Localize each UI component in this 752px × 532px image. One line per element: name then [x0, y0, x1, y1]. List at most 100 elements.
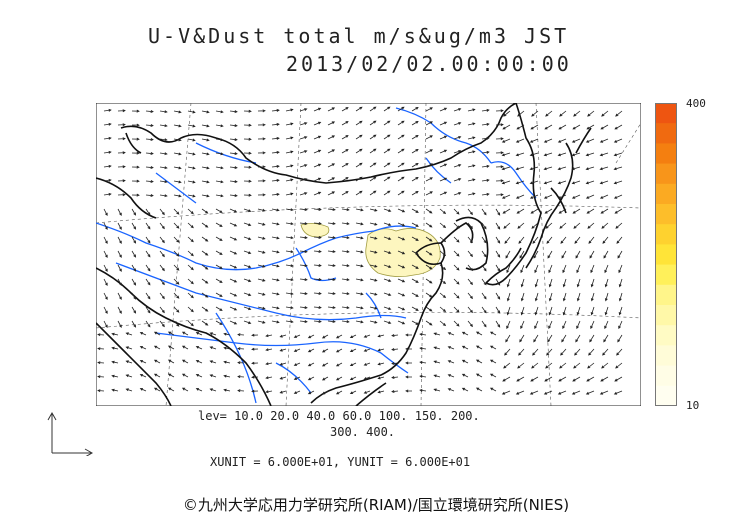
wind-arrow: [257, 236, 266, 240]
wind-arrow: [313, 177, 322, 182]
wind-arrow: [271, 164, 280, 168]
wind-arrow: [229, 152, 238, 156]
wind-arrow: [571, 180, 581, 185]
wind-arrow: [187, 278, 194, 285]
wind-arrow: [397, 106, 405, 112]
wind-arrow: [327, 177, 336, 182]
wind-arrow: [223, 360, 231, 364]
wind-arrow: [425, 177, 433, 182]
color-scale-step: [655, 123, 677, 144]
wind-arrow: [313, 235, 322, 239]
wind-arrow: [600, 124, 609, 130]
wind-arrow: [516, 208, 525, 214]
wind-arrow: [481, 320, 487, 328]
wind-arrow: [576, 278, 581, 288]
wind-arrow: [383, 176, 391, 182]
wind-arrow: [243, 151, 252, 155]
wind-arrow: [201, 166, 210, 170]
wind-arrow: [397, 162, 405, 168]
wind-arrow: [585, 180, 595, 185]
wind-arrow: [447, 332, 455, 336]
wind-arrow: [131, 151, 140, 155]
wind-arrow: [265, 376, 273, 380]
wind-arrow: [481, 264, 487, 272]
wind-arrow: [139, 360, 147, 364]
wind-arrow: [433, 374, 441, 378]
wind-arrow: [405, 333, 413, 337]
wind-arrow: [532, 348, 539, 356]
wind-arrow: [335, 334, 343, 339]
wind-arrow: [590, 320, 595, 330]
wind-arrow: [614, 376, 623, 382]
color-scale-step: [655, 365, 677, 387]
wind-arrow: [173, 138, 182, 142]
wind-arrow: [495, 193, 504, 197]
wind-arrow: [243, 250, 252, 255]
wind-arrow: [548, 320, 553, 330]
wind-arrow: [279, 390, 287, 394]
wind-arrow: [453, 278, 460, 285]
wind-arrow: [285, 222, 294, 226]
wind-arrow: [529, 138, 539, 143]
wind-arrow: [271, 178, 280, 182]
wind-arrow: [201, 180, 210, 184]
wind-arrow: [313, 207, 322, 211]
wind-arrow: [117, 306, 122, 314]
wind-arrow: [209, 332, 217, 336]
wind-arrow: [516, 376, 525, 382]
wind-arrow: [201, 306, 209, 312]
wind-arrow: [613, 390, 623, 395]
wind-arrow: [369, 106, 377, 112]
wind-arrow: [243, 123, 252, 127]
wind-arrow: [425, 107, 433, 112]
wind-arrow: [519, 334, 525, 343]
color-scale-step: [655, 305, 677, 326]
wind-arrow: [201, 138, 210, 142]
wind-arrow: [377, 334, 385, 338]
wind-arrow: [559, 222, 567, 229]
wind-arrow: [425, 121, 433, 126]
wind-arrow: [433, 388, 441, 392]
wind-arrow: [117, 179, 126, 183]
wind-arrow: [159, 110, 168, 114]
wind-arrow: [501, 194, 511, 199]
wind-arrow: [117, 292, 122, 300]
wind-arrow: [355, 292, 364, 296]
wind-arrow: [602, 236, 609, 244]
wind-arrow: [411, 278, 419, 283]
wind-arrow: [467, 122, 476, 126]
wind-arrow: [279, 348, 287, 352]
wind-arrow: [243, 165, 252, 169]
wind-arrow: [530, 376, 539, 382]
wind-arrow: [271, 292, 280, 296]
wind-arrow: [181, 373, 189, 378]
color-scale-step: [655, 183, 677, 205]
wind-arrow: [453, 192, 462, 196]
wind-arrow: [355, 236, 364, 240]
color-scale-step: [655, 325, 677, 346]
wind-arrow: [257, 109, 266, 113]
wind-arrow: [103, 222, 108, 230]
wind-arrow: [313, 149, 322, 154]
wind-arrow: [145, 151, 154, 155]
wind-arrow: [546, 236, 553, 244]
wind-arrow: [237, 375, 245, 379]
wind-arrow: [467, 278, 473, 286]
wind-arrow: [501, 166, 511, 171]
wind-arrow: [505, 250, 511, 259]
wind-arrow: [561, 250, 567, 259]
wind-arrow: [520, 278, 525, 288]
wind-arrow: [117, 123, 126, 127]
wind-arrow: [616, 236, 623, 244]
wind-arrow: [201, 236, 209, 242]
wind-arrow: [439, 250, 447, 257]
wind-arrow: [257, 250, 266, 254]
wind-arrow: [285, 264, 294, 268]
wind-arrow: [495, 236, 501, 244]
wind-arrow: [125, 360, 133, 364]
wind-arrow: [590, 264, 595, 274]
wind-arrow: [587, 110, 595, 117]
wind-arrow: [145, 292, 151, 300]
wind-arrow: [159, 306, 165, 314]
wind-arrow: [383, 292, 392, 296]
